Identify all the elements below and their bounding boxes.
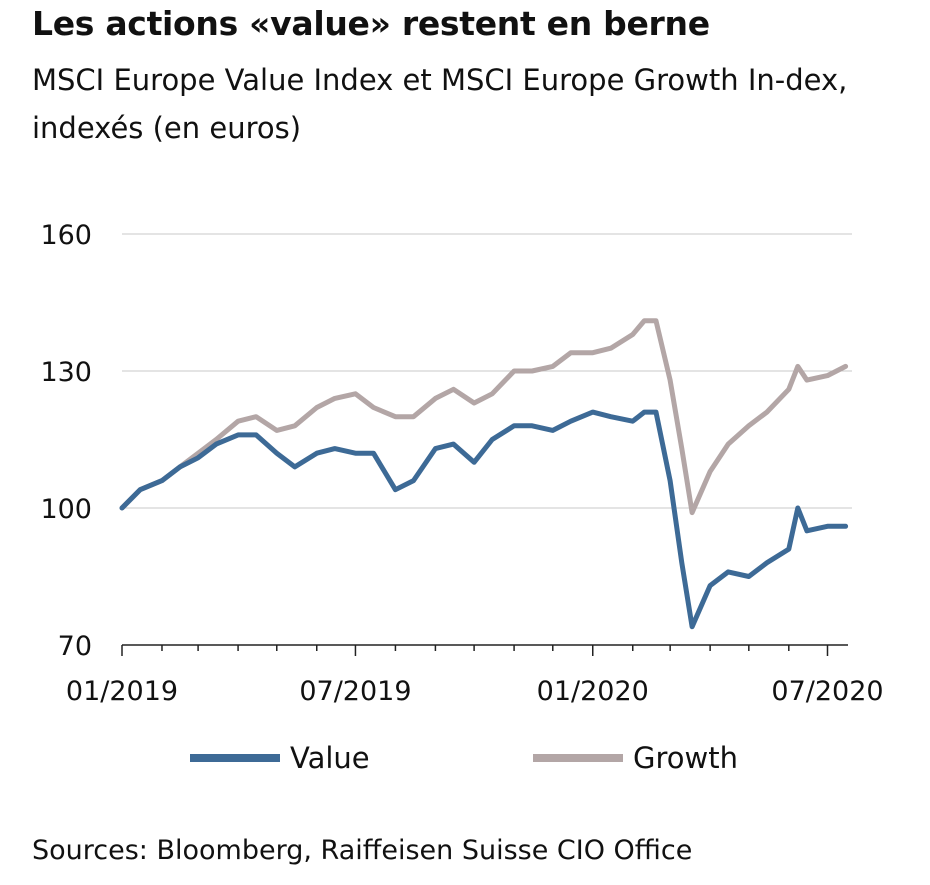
source-note: Sources: Bloomberg, Raiffeisen Suisse CI… — [32, 835, 693, 866]
series-line-value — [119, 409, 849, 630]
legend-label-growth: Growth — [633, 741, 738, 775]
series-layer — [119, 318, 849, 630]
x-tick-label-01-2019: 01/2019 — [66, 676, 178, 707]
grid-layer — [122, 233, 852, 509]
chart-title: Les actions «value» restent en berne — [32, 4, 710, 43]
axis-layer: 160 130 100 70 01/2019 07/2019 01/2020 07/2020 — [40, 220, 883, 707]
y-tick-label-160: 160 — [40, 220, 92, 251]
y-tick-label-100: 100 — [40, 494, 92, 525]
series-line-growth — [119, 318, 849, 516]
x-tick-label-07-2020: 07/2020 — [771, 676, 883, 707]
legend-label-value: Value — [290, 741, 370, 775]
y-tick-label-70: 70 — [58, 631, 92, 662]
x-tick-label-01-2020: 01/2020 — [537, 676, 649, 707]
chart-subtitle: MSCI Europe Value Index et MSCI Europe G… — [32, 63, 848, 145]
legend: Value Growth — [190, 741, 738, 775]
x-tick-label-07-2019: 07/2019 — [299, 676, 411, 707]
y-tick-label-130: 130 — [40, 357, 92, 388]
